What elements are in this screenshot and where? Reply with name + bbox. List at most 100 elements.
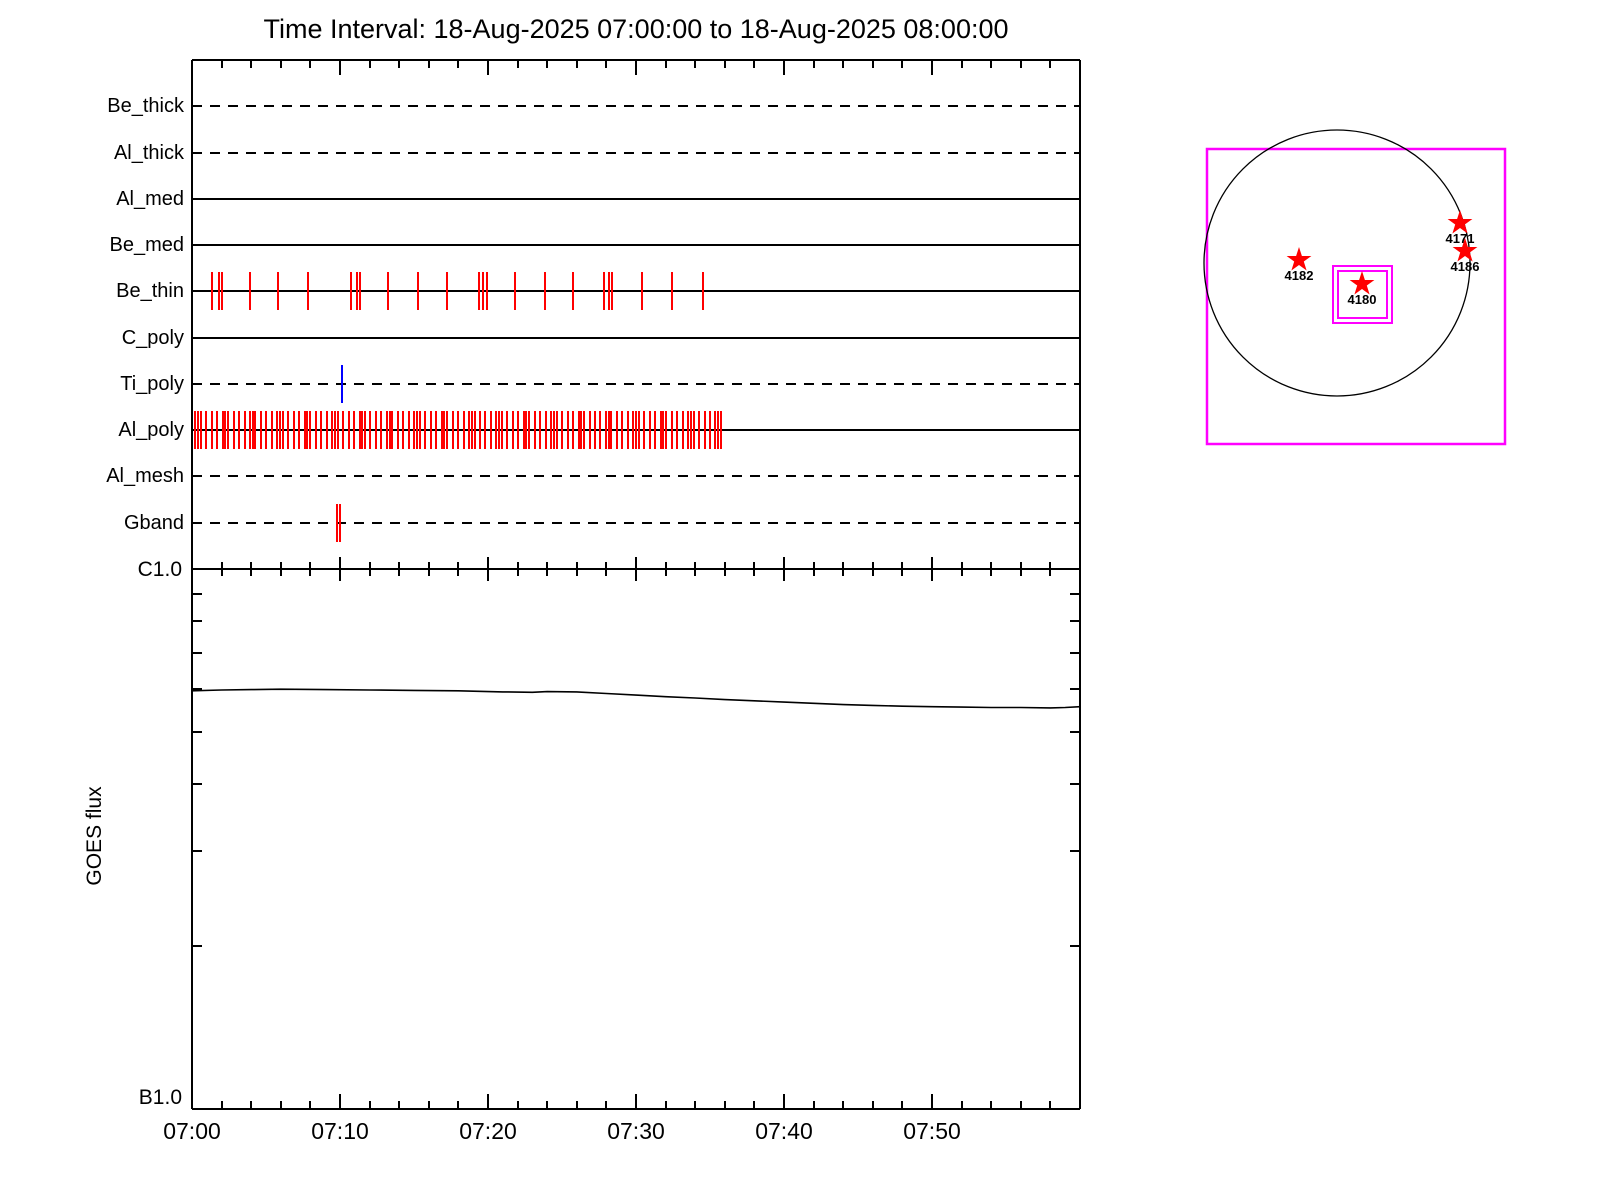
x-axis-tick [309, 60, 312, 68]
observation-tick-Al_poly [415, 411, 418, 450]
observation-tick-Al_poly [615, 411, 618, 450]
observation-tick-Al_poly [462, 411, 465, 450]
x-axis-tick [220, 60, 223, 68]
observation-tick-Al_poly [320, 411, 323, 450]
filter-row-line-Gband [192, 521, 1080, 524]
x-axis-tick [871, 562, 874, 576]
observation-tick-Be_thin [572, 272, 575, 311]
observation-tick-Al_poly [216, 411, 219, 450]
observation-tick-Al_poly [443, 411, 446, 450]
observation-tick-Be_thin [671, 272, 674, 311]
observation-tick-Al_poly [654, 411, 657, 450]
observation-tick-Be_thin [387, 272, 390, 311]
x-axis-tick [516, 60, 519, 68]
solar-limb-circle [1203, 129, 1471, 397]
observation-tick-Al_poly [703, 411, 706, 450]
x-axis-tick [516, 1101, 519, 1109]
observation-tick-Al_poly [413, 411, 416, 450]
observation-tick-Al_poly [407, 411, 410, 450]
field-of-view-box [1205, 147, 1507, 446]
observation-tick-Al_poly [539, 411, 542, 450]
observation-tick-Al_poly [470, 411, 473, 450]
x-axis-tick [694, 60, 697, 68]
observation-tick-Al_poly [594, 411, 596, 450]
observation-tick-Al_poly [607, 411, 610, 450]
observation-tick-Al_poly [621, 411, 624, 450]
observation-tick-Al_poly [221, 411, 224, 450]
x-axis-tick [546, 60, 549, 68]
observation-tick-Al_poly [670, 411, 673, 450]
x-axis-tick [605, 60, 608, 68]
observation-tick-Al_poly [388, 411, 391, 450]
filter-row-label-Be_med: Be_med [109, 234, 185, 257]
filter-row-line-Al_thick [192, 151, 1080, 154]
x-axis-tick [368, 562, 371, 576]
observation-tick-Al_poly [374, 411, 377, 450]
x-axis-tick [279, 562, 282, 576]
filter-row-label-Be_thick: Be_thick [107, 95, 184, 118]
x-axis-tick [1019, 562, 1022, 576]
observation-tick-Al_poly [265, 411, 268, 450]
y-axis-minor-tick [1070, 730, 1080, 733]
observation-tick-Al_poly [232, 411, 235, 450]
observation-tick-Al_poly [243, 411, 246, 450]
observation-tick-Al_poly [342, 411, 345, 450]
x-axis-tick [1019, 60, 1022, 68]
x-axis-tick-label: 07:00 [163, 1118, 221, 1144]
filter-row-line-Ti_poly [192, 382, 1080, 385]
observation-tick-Al_poly [224, 411, 227, 450]
filter-row-line-Al_med [192, 197, 1080, 200]
observation-tick-Al_poly [687, 411, 690, 450]
x-axis-tick [635, 60, 637, 75]
observation-tick-Al_poly [552, 411, 555, 450]
observation-tick-Be_thin [221, 272, 224, 311]
observation-tick-Al_poly [662, 411, 665, 450]
goes-flux-series [191, 688, 1081, 709]
observation-tick-Al_poly [364, 411, 366, 450]
active-region-label-4171: 4171 [1446, 231, 1475, 246]
observation-tick-Be_thin [355, 272, 358, 311]
observation-tick-Al_poly [361, 411, 364, 450]
observation-tick-Al_poly [358, 411, 361, 450]
observation-tick-Al_poly [270, 411, 273, 450]
x-axis-tick [220, 1101, 223, 1109]
observation-tick-Al_poly [210, 411, 213, 450]
observation-tick-Al_poly [205, 411, 208, 450]
x-axis-tick [871, 1101, 874, 1109]
observation-tick-Al_poly [396, 411, 399, 450]
observation-tick-Al_poly [238, 411, 241, 450]
x-axis-tick [723, 562, 726, 576]
x-axis-tick [871, 60, 874, 68]
observation-tick-Al_poly [435, 411, 438, 450]
x-axis-tick [1049, 60, 1052, 68]
observation-tick-Al_poly [279, 411, 282, 450]
observation-tick-Al_poly [643, 411, 646, 450]
x-axis-tick [842, 60, 845, 68]
observation-tick-Be_thin [485, 272, 488, 311]
goes-flux-curve [191, 688, 1081, 709]
observation-tick-Al_poly [298, 411, 301, 450]
goes-y-top-label: C1.0 [137, 558, 182, 581]
y-axis-minor-tick [1070, 945, 1080, 948]
right-axis-line [1079, 60, 1081, 1109]
observation-tick-Al_poly [577, 411, 580, 450]
observation-tick-Gband [338, 503, 341, 542]
active-region-label-4180: 4180 [1348, 292, 1377, 307]
observation-tick-Al_poly [719, 411, 722, 450]
observation-tick-Be_thin [611, 272, 614, 311]
x-axis-tick [901, 562, 904, 576]
observation-tick-Al_poly [511, 411, 514, 450]
observation-tick-Al_poly [281, 411, 284, 450]
observation-tick-Al_poly [692, 411, 695, 450]
observation-tick-Al_poly [303, 411, 306, 450]
x-axis-tick [960, 562, 963, 576]
x-axis-tick [901, 60, 904, 68]
x-axis-tick [1019, 1101, 1022, 1109]
observation-tick-Al_poly [440, 411, 443, 450]
y-axis-minor-tick [1070, 592, 1080, 595]
observation-tick-Be_thin [482, 272, 485, 311]
x-axis-tick [753, 60, 756, 68]
x-axis-tick [783, 1094, 785, 1109]
observation-tick-Be_thin [210, 272, 213, 311]
observation-tick-Be_thin [307, 272, 310, 311]
